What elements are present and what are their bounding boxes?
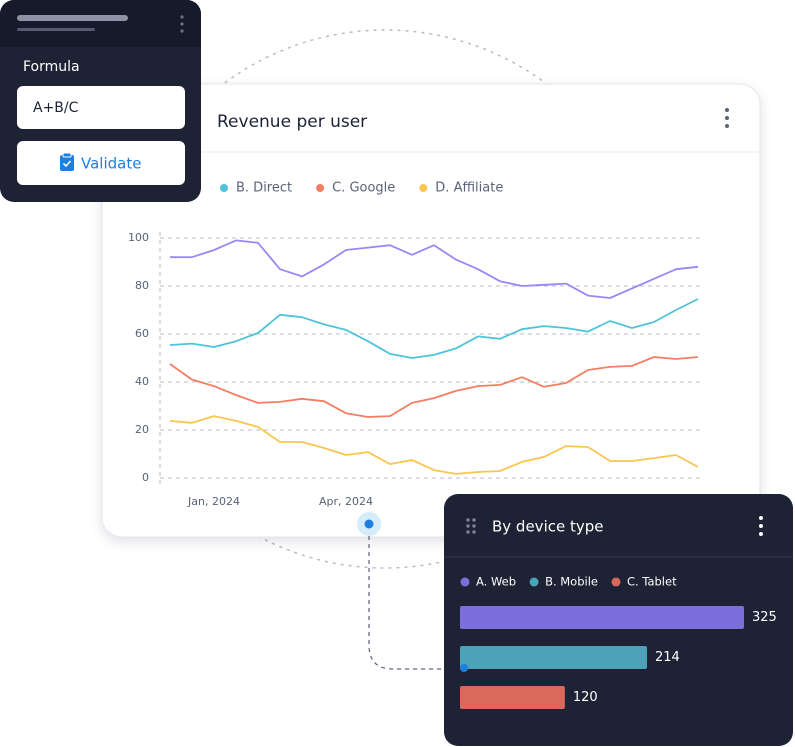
legend-label: D. Affiliate: [435, 181, 503, 196]
x-tick-label: Jan, 2024: [187, 495, 240, 508]
card: [101, 83, 761, 538]
button-text: Validate: [81, 155, 141, 173]
value-label: 325: [752, 610, 777, 625]
anchor-dot[interactable]: [364, 519, 374, 529]
input[interactable]: [17, 86, 185, 129]
menu[interactable]: [180, 15, 184, 33]
menu[interactable]: [725, 108, 729, 128]
y-tick-label: 20: [135, 423, 149, 436]
legend-marker: [529, 577, 539, 587]
legend-label: B. Direct: [236, 181, 292, 196]
placeholder: [17, 28, 95, 31]
connector: [368, 536, 464, 670]
placeholder: [17, 15, 128, 21]
value-label: 214: [655, 650, 680, 665]
connector-dot: [460, 664, 468, 672]
drag-handle[interactable]: [466, 518, 476, 534]
y-tick-label: 100: [128, 231, 149, 244]
y-tick-label: 80: [135, 279, 149, 292]
formula-panel: Formula A+B/C Validate: [0, 0, 201, 202]
y-tick-label: 40: [135, 375, 149, 388]
bar-card: By device type A. Web B. Mobile C. Tablet 3…: [444, 494, 793, 746]
x-tick-label: Apr, 2024: [319, 495, 373, 508]
legend-marker: [611, 577, 621, 587]
series-line: [169, 356, 699, 418]
legend-label: B. Mobile: [545, 575, 598, 589]
input-text: A+B/C: [33, 100, 79, 116]
field-label: Formula: [23, 59, 80, 75]
card-title: Revenue per user: [217, 112, 367, 132]
legend-label: A. Web: [476, 575, 516, 589]
value-label: 120: [573, 690, 598, 705]
series-line: [169, 415, 699, 475]
series-line: [169, 298, 699, 359]
card-title: By device type: [492, 518, 603, 536]
validate-button[interactable]: [17, 141, 185, 185]
y-tick-label: 60: [135, 327, 149, 340]
panel-header: [0, 0, 201, 47]
legend-marker: [316, 184, 325, 192]
y-tick-label: 0: [142, 471, 149, 484]
legend-label: C. Google: [332, 181, 395, 196]
bar: [460, 686, 565, 709]
line-card: Revenue per user 0 20 40 60 80 100 Jan, 2024 Ap…: [101, 83, 761, 538]
bar: [460, 646, 648, 669]
legend-label: C. Tablet: [627, 575, 677, 589]
legend-marker: [419, 184, 428, 192]
legend-marker: [460, 577, 470, 587]
menu[interactable]: [759, 516, 763, 536]
legend-marker: [220, 184, 228, 192]
clipboard-icon: [60, 152, 74, 171]
bar: [460, 606, 744, 629]
series-line: [170, 239, 699, 299]
